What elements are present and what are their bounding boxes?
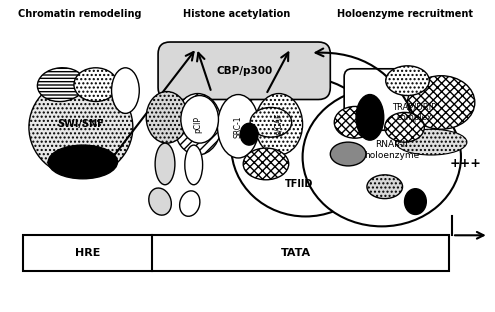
Ellipse shape [185, 145, 202, 185]
Ellipse shape [404, 189, 426, 214]
Ellipse shape [217, 95, 259, 158]
Text: CBP/p300: CBP/p300 [216, 66, 272, 76]
Text: p/CAF: p/CAF [274, 113, 283, 135]
Ellipse shape [111, 68, 139, 113]
Ellipse shape [180, 191, 200, 216]
Text: HRE: HRE [75, 248, 100, 258]
Text: TRAP/DRIP
complex: TRAP/DRIP complex [393, 103, 437, 122]
Ellipse shape [386, 66, 429, 95]
Text: Histone acetylation: Histone acetylation [183, 9, 290, 19]
Ellipse shape [334, 106, 376, 138]
Text: pCIP: pCIP [193, 116, 202, 133]
Ellipse shape [250, 107, 292, 137]
Ellipse shape [302, 88, 461, 227]
Ellipse shape [396, 129, 467, 155]
Ellipse shape [240, 123, 258, 145]
Text: SRC-1: SRC-1 [234, 115, 243, 138]
Ellipse shape [407, 76, 475, 129]
Text: SWI/SNF: SWI/SNF [57, 119, 104, 129]
Ellipse shape [146, 92, 188, 143]
Ellipse shape [74, 68, 117, 101]
Bar [23, 235, 449, 271]
Text: Chromatin remodeling: Chromatin remodeling [18, 9, 142, 19]
Text: TFIID: TFIID [285, 179, 313, 189]
Ellipse shape [255, 94, 302, 155]
Ellipse shape [48, 145, 117, 179]
Ellipse shape [243, 148, 289, 180]
FancyBboxPatch shape [158, 42, 330, 100]
Ellipse shape [367, 175, 402, 199]
Text: RNAP-II
holoenzyme: RNAP-II holoenzyme [364, 140, 419, 160]
Ellipse shape [38, 68, 85, 101]
Text: TATA: TATA [281, 248, 311, 258]
Ellipse shape [174, 94, 221, 155]
Text: +++: +++ [450, 158, 482, 170]
Text: Holoenzyme recruitment: Holoenzyme recruitment [338, 9, 473, 19]
Ellipse shape [155, 143, 175, 185]
Ellipse shape [385, 112, 424, 142]
Ellipse shape [149, 188, 171, 215]
Ellipse shape [29, 78, 133, 177]
FancyBboxPatch shape [344, 69, 419, 130]
Ellipse shape [231, 78, 380, 217]
Ellipse shape [181, 95, 218, 143]
Ellipse shape [330, 142, 366, 166]
Ellipse shape [356, 95, 384, 140]
